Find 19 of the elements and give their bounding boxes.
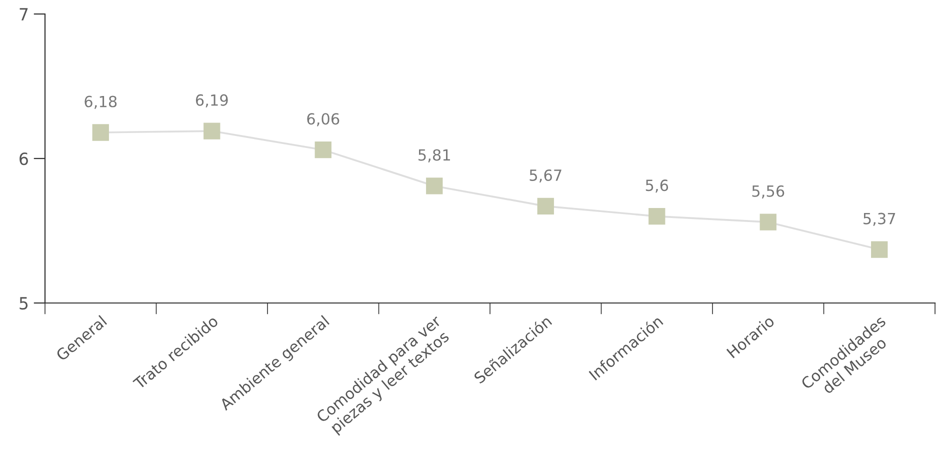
data-label: 5,81 bbox=[418, 149, 450, 162]
point bbox=[426, 178, 443, 194]
point bbox=[314, 141, 332, 158]
point bbox=[760, 214, 776, 230]
data-label: 5,67 bbox=[530, 169, 562, 183]
data-label: 5,6 bbox=[646, 180, 668, 193]
data-label: 6,18 bbox=[84, 96, 117, 109]
data-label: 5,37 bbox=[864, 212, 896, 226]
y-tick-label: 5 bbox=[20, 297, 28, 310]
data-label: 5,56 bbox=[752, 185, 784, 198]
y-tick-label: 6 bbox=[20, 152, 28, 166]
point bbox=[648, 208, 666, 225]
y-tick-label: 7 bbox=[20, 8, 28, 20]
point bbox=[537, 198, 554, 215]
point bbox=[92, 124, 109, 141]
data-label: 6,19 bbox=[196, 94, 228, 108]
point bbox=[204, 122, 220, 140]
data-label: 6,06 bbox=[307, 113, 340, 126]
point bbox=[871, 241, 888, 258]
